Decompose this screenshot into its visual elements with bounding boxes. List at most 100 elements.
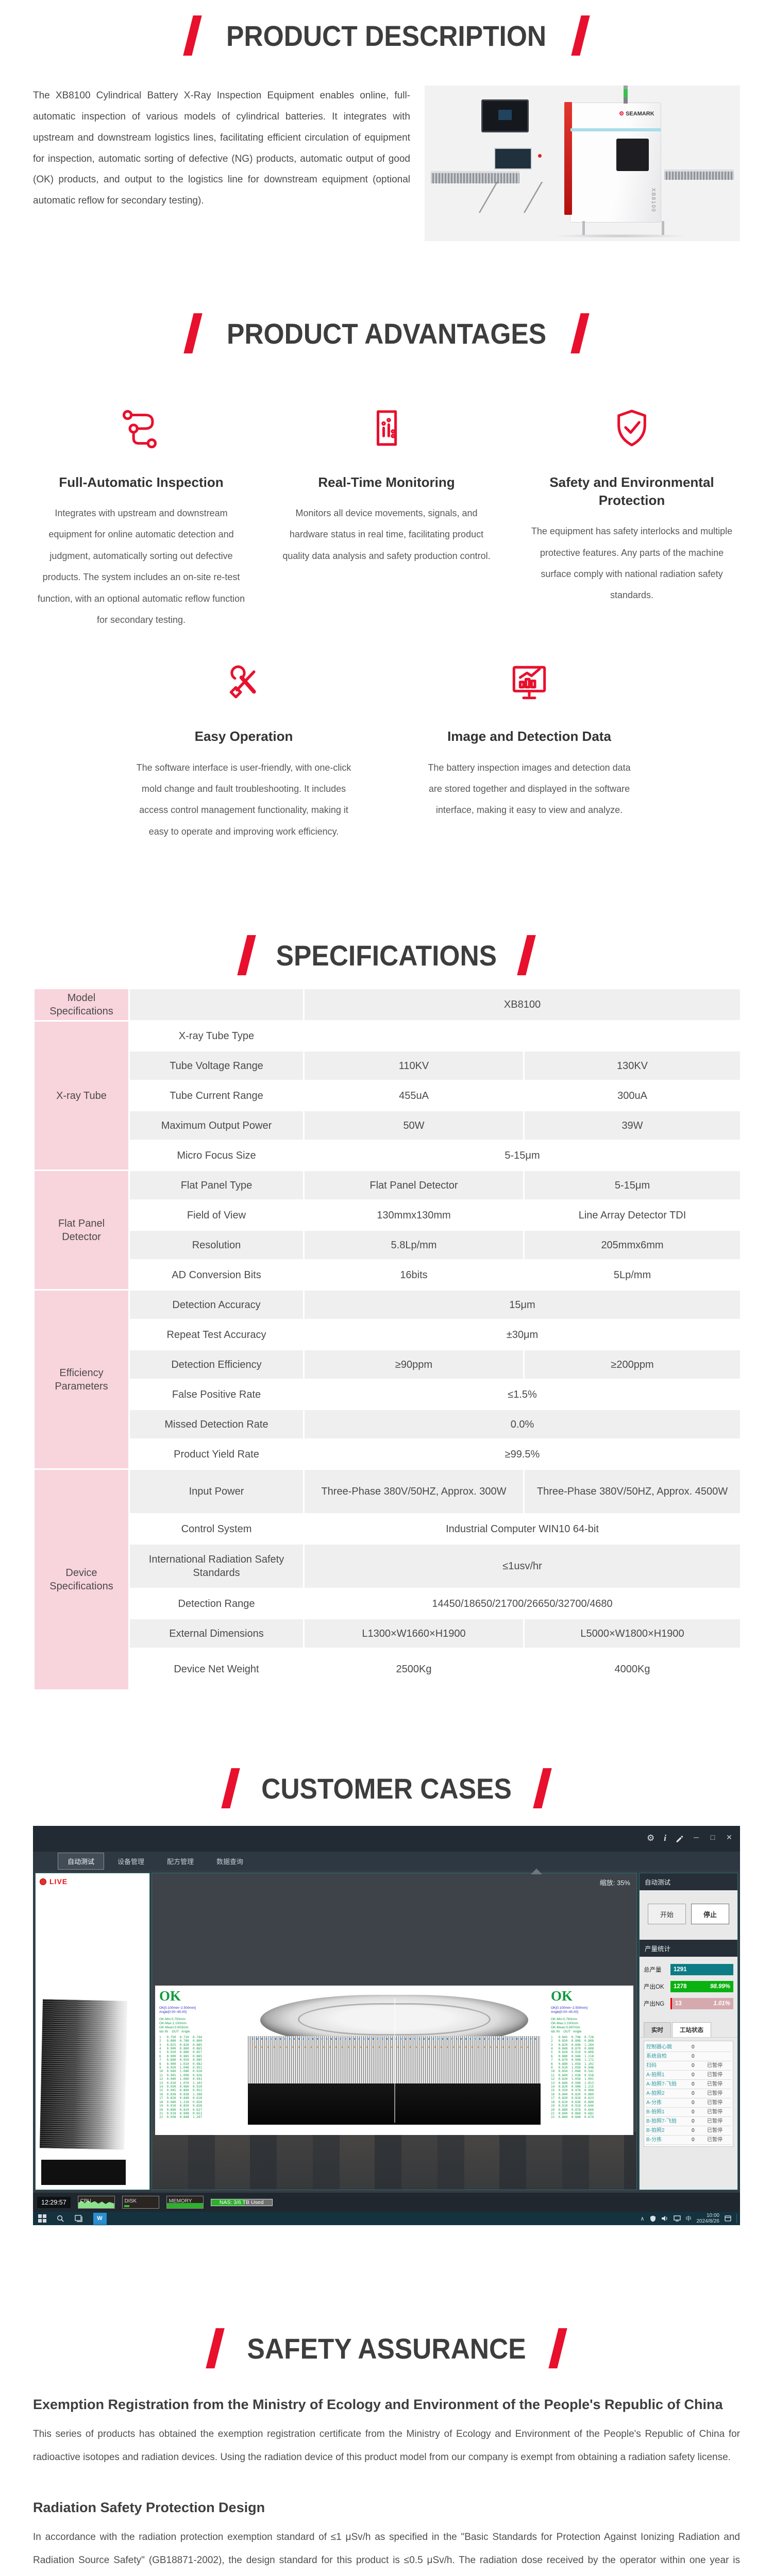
stop-button[interactable]: 停止 <box>691 1904 729 1925</box>
machine-emergency-button <box>538 154 542 158</box>
spec-value-cell <box>525 1022 741 1050</box>
machine-cabinet: ⚙ SEAMARK XB8100 <box>564 102 661 223</box>
spec-row: Device Specifications Input Power Three-Ph… <box>35 1470 741 1690</box>
machine-monitor <box>481 99 529 132</box>
tab-realtime[interactable]: 实时 <box>644 2022 671 2038</box>
result-stat-lines: OK-Min:0.750mm OK-Max:1.100mm OK-Mean:0.… <box>159 2017 190 2033</box>
spec-row: Detection Efficiency ≥90ppm ≥200ppm <box>35 1350 741 1379</box>
report-icon <box>278 402 495 452</box>
start-button[interactable]: 开始 <box>648 1904 686 1925</box>
disk-widget: DISK <box>122 2196 159 2209</box>
spec-label-cell: External Dimensions <box>130 1619 303 1648</box>
spec-value-cell: L1300×W1660×H1900 <box>305 1619 523 1648</box>
spec-label-cell: AD Conversion Bits <box>130 1261 303 1290</box>
station-name: 控制器心跳 <box>646 2044 672 2050</box>
result-range-lines: OK[0.100mm~2.500mm] Angle[0.00~45.00] <box>551 2006 587 2014</box>
result-column-left: OK OK[0.100mm~2.500mm] Angle[0.00~45.00]… <box>159 1988 238 2132</box>
red-slash-icon <box>517 935 536 976</box>
advantage-title: Real-Time Monitoring <box>318 474 455 490</box>
machine-cyan-stripe <box>570 128 661 131</box>
advantage-text: The equipment has safety interlocks and … <box>531 526 733 601</box>
customer-cases-title-row: CUSTOMER CASES <box>33 1768 740 1809</box>
tab-auto-test[interactable]: 自动测试 <box>58 1852 105 1870</box>
section-title: SPECIFICATIONS <box>276 939 497 972</box>
tab-device-management[interactable]: 设备管理 <box>117 1857 145 1866</box>
machine-brand-label: ⚙ SEAMARK <box>619 111 654 117</box>
spec-label-cell: Detection Range <box>130 1589 303 1618</box>
spec-label-cell: X-ray Tube Type <box>130 1022 303 1050</box>
spec-value-cell: 300uA <box>525 1081 741 1110</box>
display-icon[interactable] <box>673 2215 681 2222</box>
volume-icon[interactable] <box>661 2215 668 2222</box>
maximize-button[interactable]: □ <box>710 1833 715 1842</box>
production-stats: 总产量 1291 产出OK 1278 98.99% 产出NG 13 1.01% <box>640 1957 737 2020</box>
conveyor-right <box>664 170 734 180</box>
red-slash-icon <box>570 15 590 56</box>
spec-group-label: X-ray Tube <box>35 1022 128 1170</box>
search-icon[interactable] <box>57 2215 64 2223</box>
product-description-text: The XB8100 Cylindrical Battery X-Ray Ins… <box>33 90 410 207</box>
station-name: A-拍照1 <box>646 2072 665 2078</box>
station-count: 0 <box>692 2119 695 2125</box>
taskbar-clock[interactable]: 10:00 2024/8/26 <box>696 2213 720 2225</box>
tray-caret-icon[interactable]: ∧ <box>640 2215 645 2222</box>
notification-icon[interactable] <box>725 2215 731 2222</box>
spec-row: International Radiation Safety Standards… <box>35 1545 741 1588</box>
spec-label-cell: Repeat Test Accuracy <box>130 1320 303 1349</box>
product-advantages-title-row: PRODUCT ADVANTAGES <box>33 313 740 353</box>
spec-value-cell: Three-Phase 380V/50HZ, Approx. 4500W <box>525 1470 741 1514</box>
spec-value-cell: ≥99.5% <box>305 1440 741 1469</box>
info-icon[interactable]: i <box>664 1833 666 1843</box>
edit-pen-icon[interactable] <box>676 1835 683 1842</box>
spec-value-cell: 50W <box>305 1111 523 1140</box>
spec-row: Tube Voltage Range 110KV 130KV <box>35 1052 741 1080</box>
spec-value-cell: 0.0% <box>305 1410 741 1439</box>
software-status-bar: 12:29:57 CPU DISK MEMORY NAS: 3/6 TB Use… <box>33 2193 740 2212</box>
stat-ok: 产出OK 1278 98.99% <box>644 1981 733 1993</box>
route-icon <box>33 402 249 452</box>
station-count: 0 <box>692 2100 695 2106</box>
task-view-icon[interactable] <box>74 2215 83 2222</box>
collapse-triangle-icon[interactable] <box>530 1869 542 1875</box>
spec-value-cell: 130mmx130mm <box>305 1201 523 1230</box>
advantage-title: Safety and Environmental Protection <box>549 474 714 509</box>
product-image: ⚙ SEAMARK XB8100 <box>425 86 740 241</box>
station-count: 0 <box>692 2091 695 2097</box>
station-row: B-拍照7-飞拍 0 已暂停 <box>646 2117 731 2127</box>
tab-recipe-management[interactable]: 配方管理 <box>167 1857 194 1866</box>
machine-window <box>616 139 649 171</box>
close-button[interactable]: ✕ <box>726 1833 732 1842</box>
tab-station-status[interactable]: 工站状态 <box>672 2022 711 2038</box>
app-taskbar-icon[interactable]: W <box>93 2213 107 2226</box>
windows-start-icon[interactable] <box>38 2214 46 2223</box>
station-count: 0 <box>692 2063 695 2069</box>
minimize-button[interactable]: ─ <box>694 1833 699 1842</box>
section-title: PRODUCT ADVANTAGES <box>226 317 547 350</box>
station-count: 0 <box>692 2044 695 2050</box>
shield-icon[interactable] <box>650 2215 656 2222</box>
live-dot-icon <box>40 1878 46 1885</box>
spec-value-cell: 39W <box>525 1111 741 1140</box>
machine-leg <box>582 221 585 235</box>
station-row: A-拍照1 0 已暂停 <box>646 2071 731 2080</box>
advantage-title: Full-Automatic Inspection <box>59 474 224 490</box>
spec-row: External Dimensions L1300×W1660×H1900 L500… <box>35 1619 741 1648</box>
spec-value-cell: Three-Phase 380V/50HZ, Approx. 300W <box>305 1470 523 1514</box>
machine-touchscreen <box>494 147 532 170</box>
spec-value-cell: 4000Kg <box>525 1649 741 1690</box>
spec-row: False Positive Rate ≤1.5% <box>35 1380 741 1409</box>
result-data-rows: 1 0.845 0.798 0.728 2 0.850 0.808 0.808 … <box>551 2035 594 2120</box>
section-title: CUSTOMER CASES <box>261 1772 512 1805</box>
station-status: 已暂停 <box>707 2109 722 2115</box>
conveyor-left <box>431 171 519 184</box>
settings-gear-icon[interactable]: ⚙ <box>647 1833 655 1843</box>
station-status: 已暂停 <box>707 2128 722 2134</box>
ime-indicator[interactable]: 中 <box>685 2216 692 2223</box>
red-slash-icon <box>206 2328 225 2369</box>
station-name: B-分拣 <box>646 2137 662 2143</box>
advantage-text: The battery inspection images and detect… <box>428 762 631 816</box>
spec-value-cell: 110KV <box>305 1052 523 1080</box>
show-desktop-divider[interactable] <box>736 2214 737 2224</box>
tab-data-query[interactable]: 数据查询 <box>216 1857 244 1866</box>
stat-total: 总产量 1291 <box>644 1964 733 1976</box>
